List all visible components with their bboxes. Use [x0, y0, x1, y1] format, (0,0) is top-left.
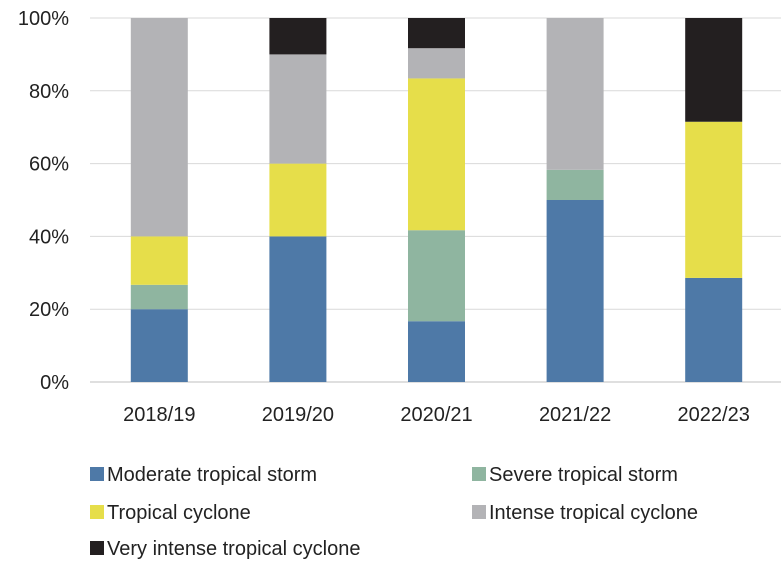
x-tick-label: 2020/21: [400, 404, 472, 426]
bar-segment-3-2018-19: [130, 236, 188, 285]
legend-swatch: [472, 505, 486, 519]
x-axis: 2018/19 2019/20 2020/21 2021/22 2022/23: [123, 404, 750, 426]
bar-segment-5-2022-23: [685, 18, 743, 122]
bar-segment-1-2019-20: [269, 236, 327, 382]
bar-segment-1-2022-23: [685, 277, 743, 382]
bar-segment-4-2018-19: [130, 18, 188, 237]
bar-segment-2-2021-22: [546, 169, 604, 200]
bar-segment-4-2020-21: [408, 48, 465, 79]
bars: [130, 18, 743, 382]
bar-segment-3-2019-20: [269, 163, 327, 237]
y-tick-label: 80%: [29, 81, 69, 103]
bar-segment-4-2021-22: [546, 18, 604, 170]
bar-segment-2-2020-21: [408, 230, 465, 322]
bar-segment-1-2020-21: [408, 321, 465, 382]
y-tick-label: 0%: [40, 372, 69, 394]
bar-segment-3-2022-23: [685, 121, 743, 278]
bar-segment-3-2020-21: [408, 78, 465, 231]
y-tick-label: 40%: [29, 226, 69, 248]
x-tick-label: 2018/19: [123, 404, 195, 426]
x-tick-label: 2019/20: [262, 404, 334, 426]
bar-segment-5-2019-20: [269, 18, 327, 55]
bar-segment-2-2018-19: [130, 284, 188, 310]
legend-swatch: [90, 505, 104, 519]
x-tick-label: 2022/23: [678, 404, 750, 426]
y-axis: 0% 20% 40% 60% 80% 100%: [18, 8, 69, 394]
x-tick-label: 2021/22: [539, 404, 611, 426]
legend-swatch: [90, 541, 104, 555]
bar-segment-1-2021-22: [546, 200, 604, 382]
y-tick-label: 20%: [29, 299, 69, 321]
legend-label: Intense tropical cyclone: [489, 502, 698, 524]
bar-segment-5-2020-21: [408, 18, 465, 49]
legend-label: Tropical cyclone: [107, 502, 251, 524]
legend: Moderate tropical storm Severe tropical s…: [90, 464, 698, 560]
bar-segment-1-2018-19: [130, 309, 188, 382]
legend-label: Moderate tropical storm: [107, 464, 317, 486]
bar-segment-4-2019-20: [269, 54, 327, 164]
legend-swatch: [90, 467, 104, 481]
y-tick-label: 60%: [29, 154, 69, 176]
y-tick-label: 100%: [18, 8, 69, 30]
legend-swatch: [472, 467, 486, 481]
legend-label: Very intense tropical cyclone: [107, 538, 360, 560]
legend-label: Severe tropical storm: [489, 464, 678, 486]
